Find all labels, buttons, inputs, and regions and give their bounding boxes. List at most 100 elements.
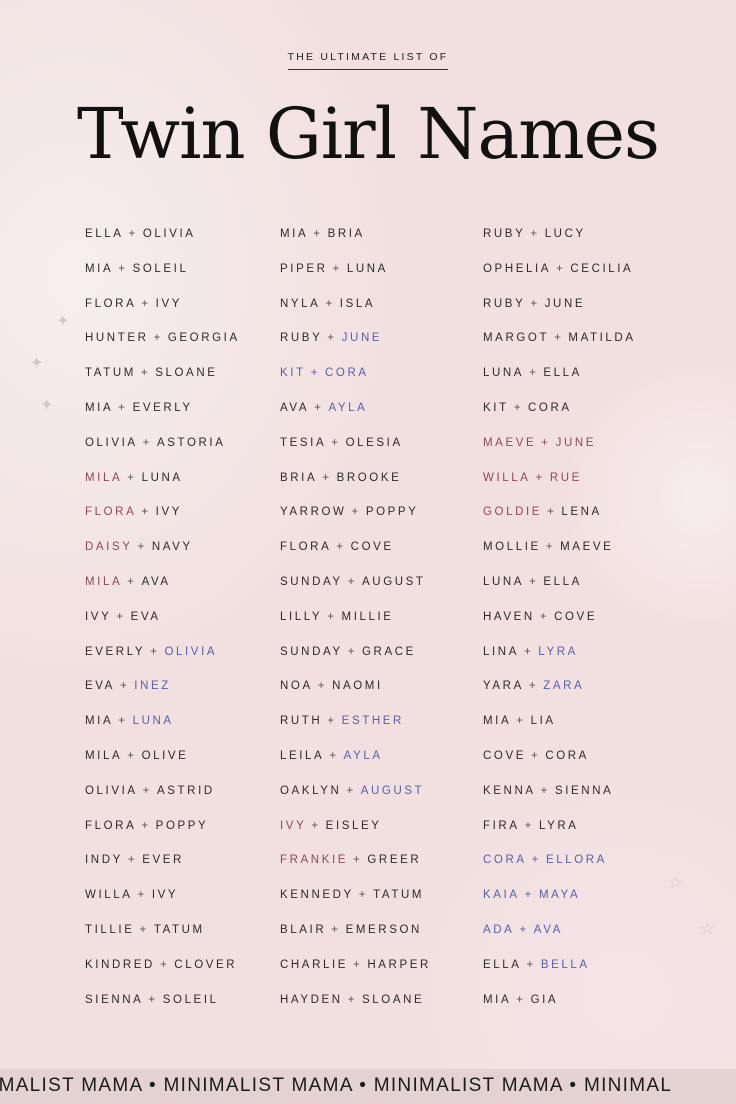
name-pair: LUNA + ELLA (483, 365, 636, 400)
second-name: ZARA (543, 680, 585, 693)
first-name: OLIVIA (85, 436, 138, 449)
first-name: AVA (280, 401, 310, 414)
name-pair: LUNA + ELLA (483, 574, 636, 609)
plus-separator: + (540, 784, 550, 797)
second-name: SLOANE (155, 367, 218, 380)
second-name: BROOKE (336, 471, 402, 484)
plus-separator: + (313, 228, 323, 240)
second-name: SIENNA (554, 784, 614, 797)
second-name: AUGUST (362, 575, 426, 588)
second-name: CORA (325, 367, 369, 380)
plus-separator: + (150, 645, 160, 658)
names-column-1: ELLA + OLIVIA MIA + SOLEIL FLORA + IVY HUNTER + GEO… (85, 226, 240, 1026)
name-pair: MIA + BRIA (280, 226, 431, 261)
name-pair: FRANKIE + GREER (280, 852, 431, 887)
first-name: LUNA (483, 367, 525, 380)
plus-separator: + (141, 819, 151, 832)
name-pair: RUBY + JUNE (483, 296, 636, 331)
second-name: RUE (549, 471, 582, 484)
first-name: WILLA (85, 889, 133, 902)
first-name: KENNEDY (280, 889, 354, 902)
first-name: COVE (483, 749, 526, 762)
first-name: SUNDAY (280, 575, 343, 588)
plus-separator: + (128, 228, 138, 240)
name-pair: AVA + AYLA (280, 400, 431, 435)
plus-separator: + (118, 401, 128, 414)
first-name: OLIVIA (85, 784, 138, 797)
second-name: ASTRID (157, 784, 215, 797)
name-pair: EVA + INEZ (85, 678, 240, 713)
plus-separator: + (545, 541, 556, 554)
first-name: MIA (280, 228, 309, 240)
second-name: GREER (367, 854, 422, 867)
plus-separator: + (556, 262, 566, 275)
name-pair: DAISY + NAVY (85, 539, 240, 574)
footer-banner: IMALIST MAMA • MINIMALIST MAMA • MINIMAL… (0, 1069, 736, 1104)
second-name: OLIVIA (164, 645, 218, 658)
plus-separator: + (554, 332, 564, 345)
name-pair: OLIVIA + ASTRID (85, 783, 240, 818)
name-pair: OAKLYN + AUGUST (280, 783, 431, 818)
first-name: EVERLY (85, 645, 146, 658)
second-name: EVER (142, 854, 184, 867)
plus-separator: + (127, 471, 137, 484)
footer-brand-text: IMALIST MAMA • MINIMALIST MAMA • MINIMAL… (0, 1075, 673, 1096)
first-name: KIT (483, 401, 509, 414)
plus-separator: + (310, 367, 321, 380)
plus-separator: + (118, 715, 128, 728)
first-name: ELLA (483, 958, 522, 971)
plus-separator: + (336, 541, 346, 554)
name-pair: NYLA + ISLA (280, 296, 431, 331)
plus-separator: + (327, 715, 337, 728)
second-name: MAEVE (560, 541, 614, 554)
plus-separator: + (541, 436, 551, 449)
first-name: MIA (483, 993, 512, 1006)
second-name: BELLA (540, 958, 590, 971)
second-name: POPPY (155, 819, 209, 832)
plus-separator: + (327, 332, 337, 345)
first-name: YARA (483, 680, 524, 693)
first-name: FLORA (85, 506, 137, 519)
plus-separator: + (137, 889, 147, 902)
plus-separator: + (346, 784, 356, 797)
plus-separator: + (325, 297, 335, 310)
plus-separator: + (142, 784, 152, 797)
first-name: MARGOT (483, 332, 550, 345)
second-name: IVY (155, 506, 183, 519)
plus-separator: + (530, 297, 540, 310)
second-name: COVE (350, 541, 394, 554)
first-name: FIRA (483, 819, 520, 832)
first-name: LEILA (280, 749, 325, 762)
first-name: ADA (483, 923, 515, 936)
plus-separator: + (523, 645, 534, 658)
name-pair: OLIVIA + ASTORIA (85, 435, 240, 470)
plus-separator: + (140, 367, 151, 380)
plus-separator: + (119, 680, 130, 693)
first-name: WILLA (483, 471, 531, 484)
first-name: RUBY (483, 297, 526, 310)
second-name: TATUM (153, 923, 205, 936)
first-name: MAEVE (483, 436, 537, 449)
plus-separator: + (141, 506, 151, 519)
plus-separator: + (142, 436, 152, 449)
name-pair: LEILA + AYLA (280, 748, 431, 783)
name-pair: MIA + GIA (483, 992, 636, 1027)
names-column-3: RUBY + LUCY OPHELIA + CECILIA RUBY + JUNE MARGOT +… (483, 226, 636, 1026)
first-name: LINA (483, 645, 519, 658)
plus-separator: + (524, 889, 534, 902)
name-pair: MIA + SOLEIL (85, 261, 240, 296)
first-name: MILA (85, 471, 123, 484)
name-pair: FLORA + IVY (85, 504, 240, 539)
first-name: HUNTER (85, 332, 149, 345)
name-pair: INDY + EVER (85, 852, 240, 887)
second-name: GEORGIA (167, 332, 240, 345)
first-name: LILLY (280, 610, 323, 623)
plus-separator: + (526, 958, 536, 971)
name-pair: HUNTER + GEORGIA (85, 330, 240, 365)
second-name: EVERLY (132, 401, 193, 414)
name-pair: HAYDEN + SLOANE (280, 992, 431, 1027)
plus-separator: + (524, 819, 534, 832)
second-name: NAOMI (332, 680, 383, 693)
second-name: LUNA (141, 471, 183, 484)
plus-separator: + (137, 541, 147, 554)
